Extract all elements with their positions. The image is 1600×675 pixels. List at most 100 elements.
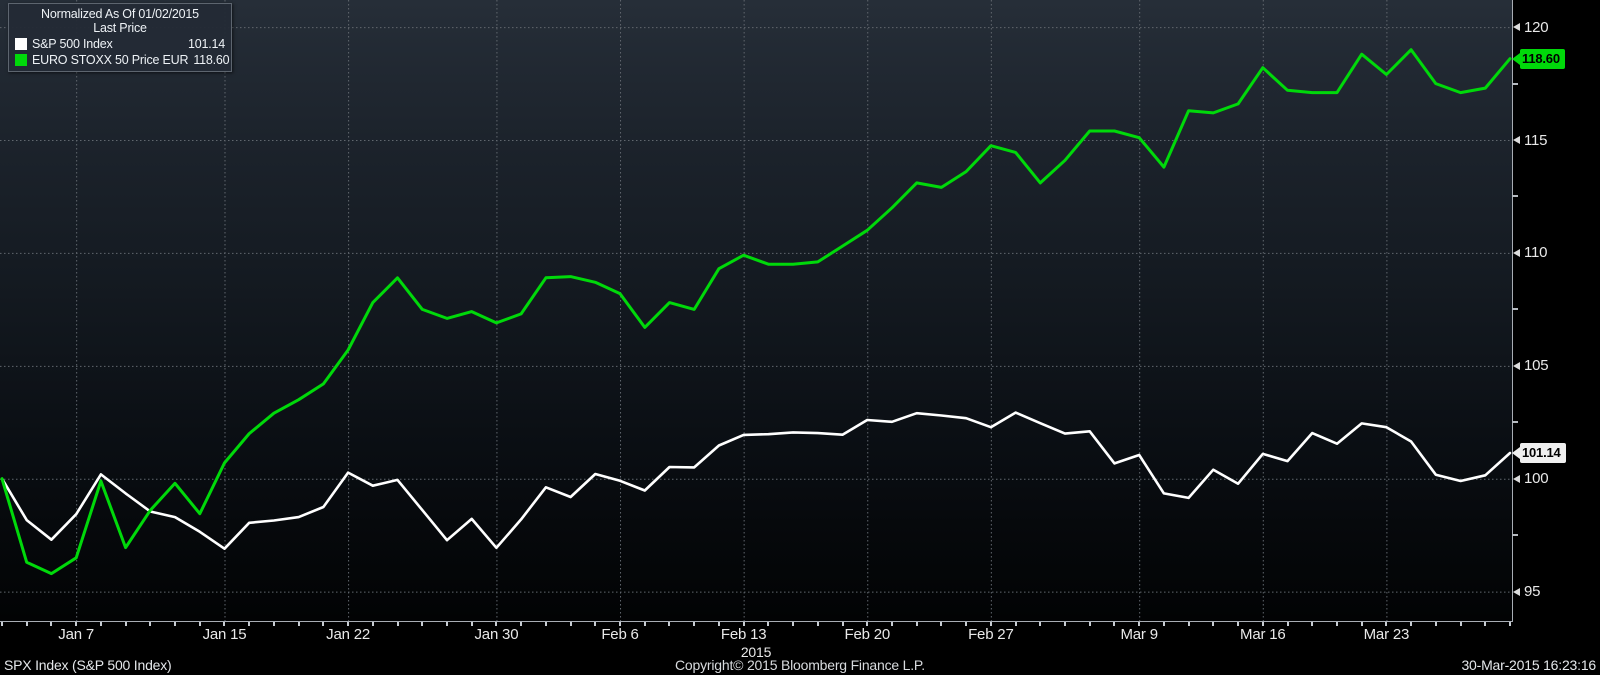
price-tag-value: 101.14 bbox=[1520, 442, 1566, 463]
x-minor-tick bbox=[643, 622, 646, 626]
x-minor-tick bbox=[619, 622, 622, 626]
y-tick-text: 105 bbox=[1524, 357, 1549, 375]
x-minor-tick bbox=[544, 622, 547, 626]
y-tick-text: 110 bbox=[1524, 244, 1548, 262]
x-minor-tick bbox=[1410, 622, 1413, 626]
y-tick-arrow-icon bbox=[1513, 248, 1520, 257]
legend-swatch-icon bbox=[15, 38, 27, 50]
y-tick-arrow-icon bbox=[1513, 361, 1520, 370]
x-minor-tick bbox=[1360, 622, 1363, 626]
x-minor-tick bbox=[792, 622, 795, 626]
y-tick-label-105: 105 bbox=[1513, 356, 1549, 376]
y-tick-label-110: 110 bbox=[1513, 243, 1548, 263]
x-minor-tick bbox=[1385, 622, 1388, 626]
x-minor-tick bbox=[1187, 622, 1190, 626]
x-minor-tick bbox=[1459, 622, 1462, 626]
legend-series-name: S&P 500 Index bbox=[32, 37, 113, 51]
x-minor-tick bbox=[1335, 622, 1338, 626]
x-tick-label-jan-15: Jan 15 bbox=[202, 626, 247, 643]
x-minor-tick bbox=[421, 622, 424, 626]
chart-canvas bbox=[0, 0, 1512, 621]
y-tick-arrow-icon bbox=[1513, 23, 1520, 32]
x-minor-tick bbox=[25, 622, 28, 626]
x-minor-tick bbox=[940, 622, 943, 626]
y-tick-arrow-icon bbox=[1513, 474, 1520, 483]
x-tick-label-jan-22: Jan 22 bbox=[326, 626, 371, 643]
y-tick-label-120: 120 bbox=[1513, 17, 1549, 37]
x-minor-tick bbox=[965, 622, 968, 626]
series-line-sp500[interactable] bbox=[0, 411, 1512, 551]
legend-row-sp500[interactable]: S&P 500 Index 101.14 bbox=[15, 37, 225, 51]
y-tick-text: 120 bbox=[1524, 18, 1549, 36]
x-tick-label-jan-7: Jan 7 bbox=[58, 626, 94, 643]
price-tag-arrow-icon bbox=[1512, 446, 1520, 459]
series-line-eurostoxx50[interactable] bbox=[0, 48, 1512, 576]
x-minor-tick bbox=[1014, 622, 1017, 626]
y-tick-text: 100 bbox=[1524, 470, 1549, 488]
legend-subtitle: Last Price bbox=[93, 21, 147, 35]
chart-plot-area[interactable] bbox=[0, 0, 1512, 621]
x-tick-label-feb-20: Feb 20 bbox=[844, 626, 890, 643]
x-minor-tick bbox=[396, 622, 399, 626]
price-tag-eurostoxx50: 118.60 bbox=[1512, 48, 1565, 69]
x-tick-label-jan-30: Jan 30 bbox=[474, 626, 519, 643]
legend-series-name: EURO STOXX 50 Price EUR bbox=[32, 53, 189, 67]
x-minor-tick bbox=[1088, 622, 1091, 626]
legend-row-eurostoxx50[interactable]: EURO STOXX 50 Price EUR 118.60 bbox=[15, 53, 230, 67]
x-minor-tick bbox=[223, 622, 226, 626]
legend-title: Normalized As Of 01/02/2015 bbox=[41, 7, 199, 21]
x-minor-tick bbox=[594, 622, 597, 626]
x-minor-tick bbox=[1212, 622, 1215, 626]
x-minor-tick bbox=[915, 622, 918, 626]
x-minor-tick bbox=[347, 622, 350, 626]
x-minor-tick bbox=[174, 622, 177, 626]
x-minor-tick bbox=[124, 622, 127, 626]
x-minor-tick bbox=[248, 622, 251, 626]
x-minor-tick bbox=[272, 622, 275, 626]
x-tick-label-feb-6: Feb 6 bbox=[601, 626, 639, 643]
y-tick-text: 95 bbox=[1524, 583, 1541, 601]
y-minor-tick bbox=[1512, 421, 1518, 424]
y-minor-tick bbox=[1512, 308, 1518, 311]
x-minor-tick bbox=[668, 622, 671, 626]
x-minor-tick bbox=[1484, 622, 1487, 626]
x-minor-tick bbox=[1, 622, 3, 626]
x-tick-label-mar-23: Mar 23 bbox=[1363, 626, 1410, 643]
x-minor-tick bbox=[149, 622, 152, 626]
copyright-text: Copyright© 2015 Bloomberg Finance L.P. bbox=[675, 657, 925, 673]
x-minor-tick bbox=[841, 622, 844, 626]
x-minor-tick bbox=[1434, 622, 1437, 626]
y-tick-arrow-icon bbox=[1513, 587, 1520, 596]
x-minor-tick bbox=[445, 622, 448, 626]
y-tick-label-95: 95 bbox=[1513, 582, 1541, 602]
x-minor-tick bbox=[816, 622, 819, 626]
y-axis-line bbox=[1512, 0, 1513, 622]
x-tick-label-feb-27: Feb 27 bbox=[968, 626, 1014, 643]
x-minor-tick bbox=[1064, 622, 1067, 626]
x-minor-tick bbox=[520, 622, 523, 626]
x-axis-year-label: 2015 bbox=[740, 644, 772, 660]
x-tick-label-mar-16: Mar 16 bbox=[1240, 626, 1286, 643]
y-tick-label-100: 100 bbox=[1513, 469, 1549, 489]
status-bar: SPX Index (S&P 500 Index) Copyright© 201… bbox=[0, 657, 1600, 675]
x-minor-tick bbox=[693, 622, 696, 626]
x-tick-label-feb-13: Feb 13 bbox=[720, 626, 767, 643]
x-minor-tick bbox=[1237, 622, 1240, 626]
x-minor-tick bbox=[1138, 622, 1141, 626]
x-minor-tick bbox=[1113, 622, 1116, 626]
y-tick-label-115: 115 bbox=[1513, 130, 1548, 150]
price-tag-arrow-icon bbox=[1512, 52, 1520, 65]
y-minor-tick bbox=[1512, 534, 1518, 537]
x-tick-label-mar-9: Mar 9 bbox=[1120, 626, 1159, 643]
x-minor-tick bbox=[742, 622, 745, 626]
price-tag-value: 118.60 bbox=[1520, 48, 1565, 69]
x-minor-tick bbox=[1286, 622, 1289, 626]
x-minor-tick bbox=[890, 622, 893, 626]
x-minor-tick bbox=[297, 622, 300, 626]
x-minor-tick bbox=[1509, 622, 1511, 626]
x-minor-tick bbox=[75, 622, 78, 626]
x-axis-line bbox=[0, 621, 1513, 622]
chart-legend[interactable]: Normalized As Of 01/02/2015 Last Price S… bbox=[8, 3, 232, 72]
x-minor-tick bbox=[717, 622, 720, 626]
